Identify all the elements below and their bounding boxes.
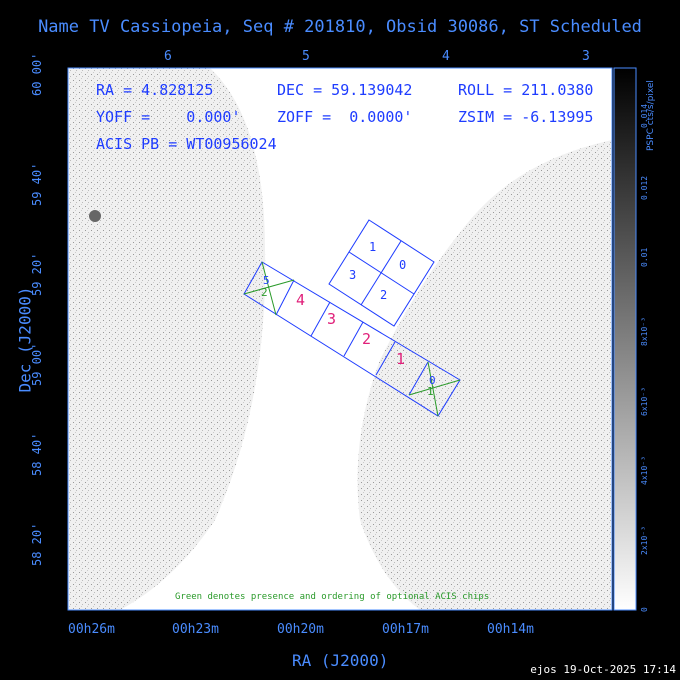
optional-chips-note: Green denotes presence and ordering of o… xyxy=(175,592,490,602)
top-tick: 6 xyxy=(164,49,172,64)
roll-readout: ROLL = 211.0380 xyxy=(458,81,594,99)
chip-label: 3 xyxy=(327,310,337,328)
chip-label: 1 xyxy=(369,240,377,254)
chip-label: 0 xyxy=(429,374,436,387)
colorbar-tick: 4x10⁻³ xyxy=(640,456,649,485)
right-noise-region xyxy=(357,140,612,610)
chip-label: 3 xyxy=(349,268,357,282)
dec-readout: DEC = 59.139042 xyxy=(277,81,413,99)
left-tick: 59 40' xyxy=(30,162,44,206)
colorbar-tick: 0 xyxy=(640,607,649,612)
colorbar-tick: 0.012 xyxy=(640,175,649,200)
yoff-readout: YOFF = 0.000' xyxy=(96,108,241,126)
ra-readout: RA = 4.828125 xyxy=(96,81,214,99)
chip-label: 0 xyxy=(399,258,407,272)
top-tick: 4 xyxy=(442,49,450,64)
bottom-tick: 00h20m xyxy=(277,622,324,637)
colorbar xyxy=(614,68,636,610)
left-noise-region xyxy=(68,68,266,610)
left-tick: 60 00' xyxy=(30,52,44,96)
acis-readout: ACIS PB = WT00956024 xyxy=(96,135,277,153)
bottom-tick: 00h14m xyxy=(487,622,534,637)
zoff-readout: ZOFF = 0.0000' xyxy=(277,108,413,126)
left-tick: 58 40' xyxy=(30,432,44,476)
chip-label: 2 xyxy=(362,330,372,348)
chip-label: 2 xyxy=(261,286,268,299)
colorbar-tick: 0.01 xyxy=(640,247,649,267)
y-axis-label: Dec (J2000) xyxy=(15,286,35,393)
x-axis-label: RA (J2000) xyxy=(292,651,389,670)
bright-source-marker xyxy=(89,210,101,222)
colorbar-tick: 0.014 xyxy=(640,103,649,128)
top-tick: 3 xyxy=(582,49,590,64)
left-tick: 58 20' xyxy=(30,522,44,566)
acis-i-array-outline xyxy=(328,219,435,327)
bottom-tick: 00h17m xyxy=(382,622,429,637)
chip-label: 4 xyxy=(296,291,306,309)
chip-label: 1 xyxy=(427,385,434,398)
plot-title: Name TV Cassiopeia, Seq # 201810, Obsid … xyxy=(38,17,642,37)
colorbar-tick: 6x10⁻³ xyxy=(640,387,649,416)
chip-label: 5 xyxy=(263,274,270,287)
bottom-tick: 00h23m xyxy=(172,622,219,637)
colorbar-tick: 2x10⁻³ xyxy=(640,526,649,555)
top-tick: 5 xyxy=(302,49,310,64)
zsim-readout: ZSIM = -6.13995 xyxy=(458,108,594,126)
timestamp: ejos 19-Oct-2025 17:14 xyxy=(530,663,676,676)
bottom-tick: 00h26m xyxy=(68,622,115,637)
chip-label: 2 xyxy=(380,288,388,302)
colorbar-tick: 8x10⁻³ xyxy=(640,317,649,346)
chip-label: 1 xyxy=(396,350,406,368)
